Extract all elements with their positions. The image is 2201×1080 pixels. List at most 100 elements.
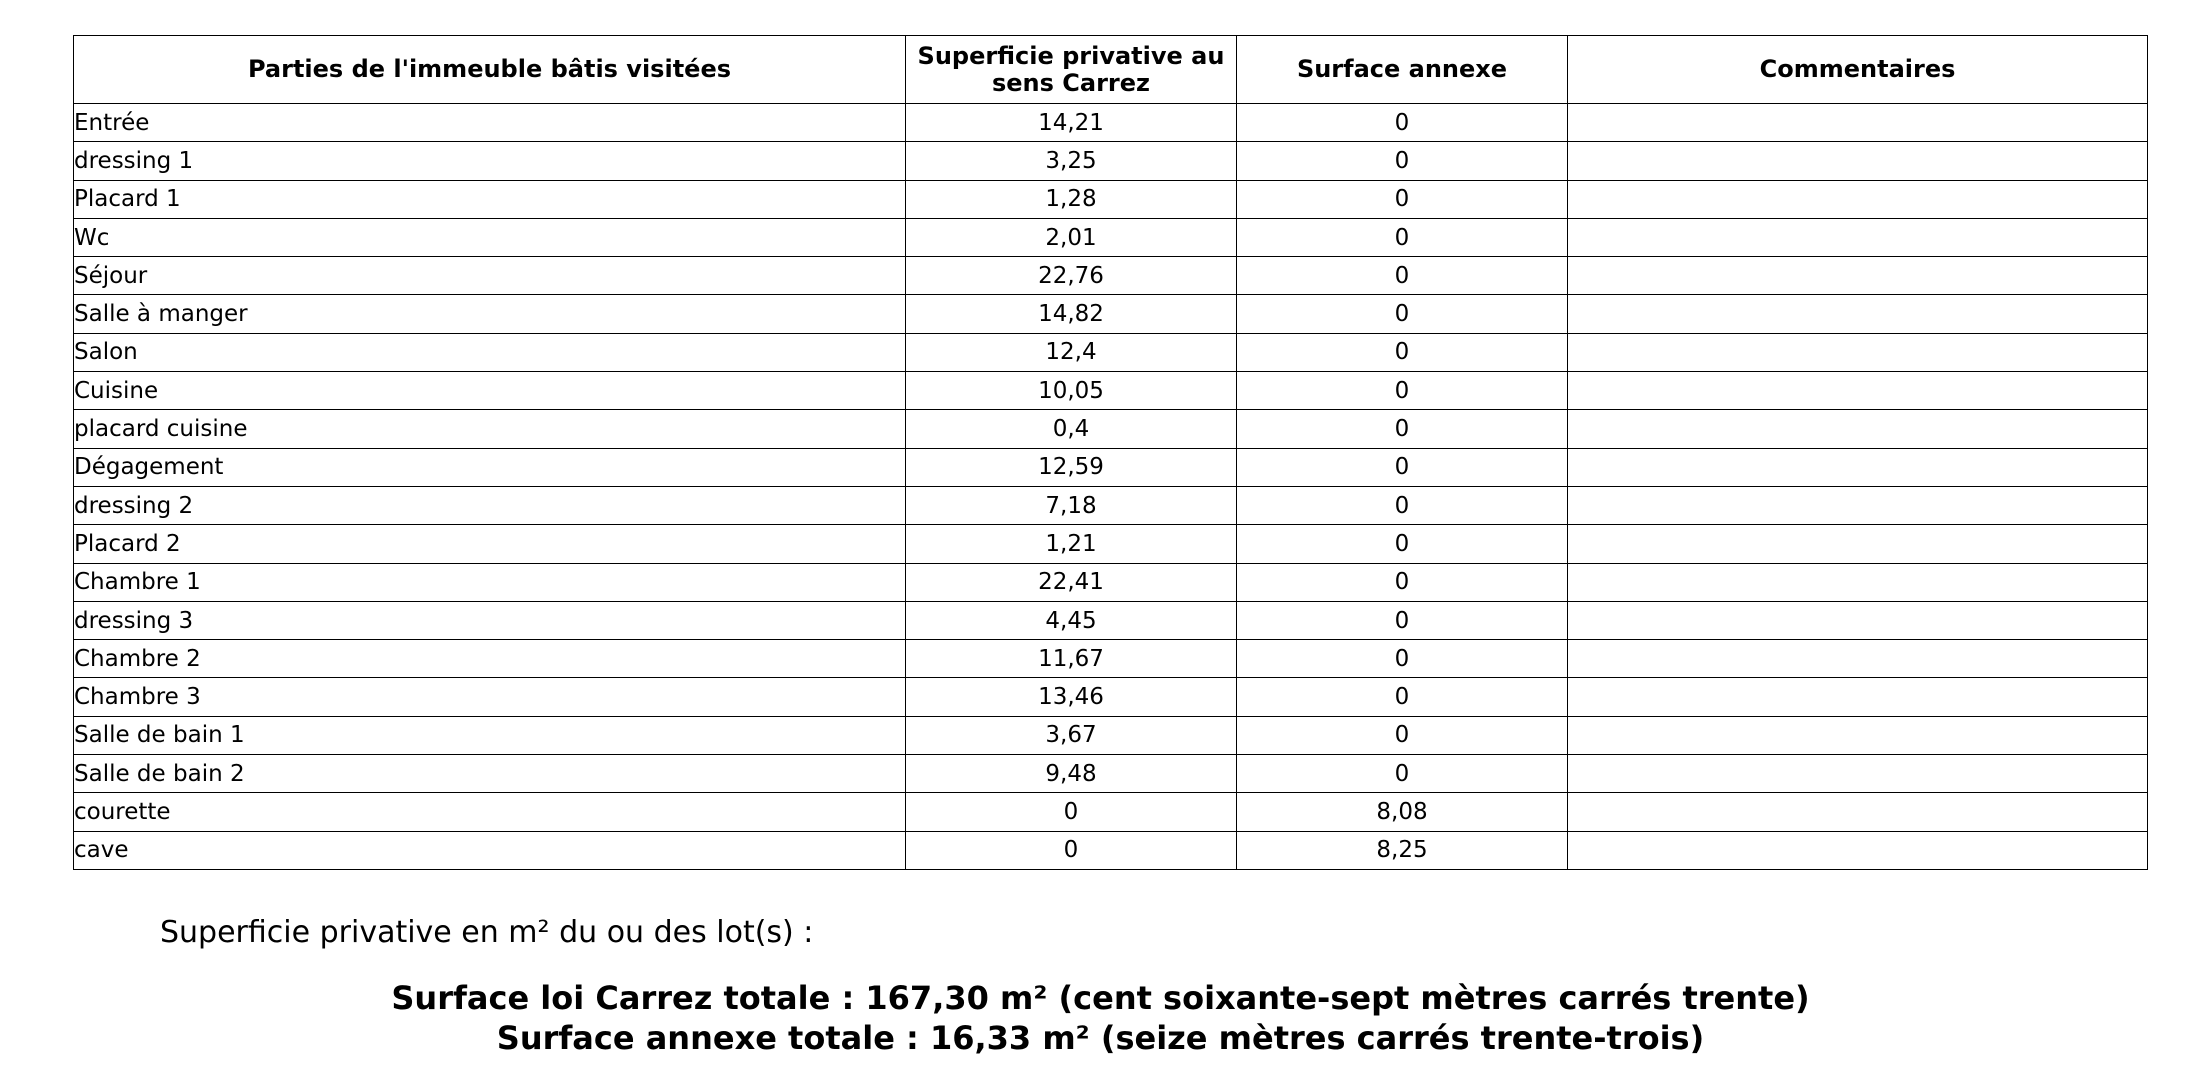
cell-commentaire	[1567, 754, 2148, 794]
table-row: Salle de bain 2 9,48 0	[73, 754, 2148, 794]
table-row: dressing 2 7,18 0	[73, 485, 2148, 526]
header-commentaires: Commentaires	[1567, 35, 2148, 104]
cell-piece: Salle de bain 1	[73, 715, 906, 756]
cell-piece: Séjour	[73, 256, 906, 296]
cell-carrez: 14,21	[905, 102, 1237, 143]
total-annexe: Surface annexe totale : 16,33 m² (seize …	[496, 1019, 1705, 1057]
cell-carrez: 3,67	[905, 715, 1237, 756]
cell-carrez: 22,41	[905, 562, 1237, 602]
cell-piece: Chambre 3	[73, 677, 906, 717]
cell-annexe: 0	[1236, 409, 1568, 449]
cell-piece: Entrée	[73, 102, 906, 143]
cell-carrez: 0,4	[905, 409, 1237, 449]
cell-piece: Salle de bain 2	[73, 754, 906, 794]
cell-carrez: 7,18	[905, 485, 1237, 526]
cell-piece: Cuisine	[73, 371, 906, 411]
surfaces-table: Parties de l'immeuble bâtis visitées Sup…	[73, 35, 2148, 870]
table-row: Chambre 1 22,41 0	[73, 562, 2148, 602]
cell-annexe: 0	[1236, 217, 1568, 258]
cell-carrez: 1,21	[905, 524, 1237, 564]
cell-annexe: 0	[1236, 256, 1568, 296]
cell-annexe: 0	[1236, 754, 1568, 794]
cell-carrez: 1,28	[905, 179, 1237, 219]
table-row: placard cuisine 0,4 0	[73, 409, 2148, 449]
cell-commentaire	[1567, 217, 2148, 258]
cell-piece: Salon	[73, 332, 906, 373]
cell-commentaire	[1567, 409, 2148, 449]
cell-annexe: 0	[1236, 447, 1568, 487]
cell-annexe: 8,08	[1236, 792, 1568, 832]
table-row: Placard 1 1,28 0	[73, 179, 2148, 219]
cell-annexe: 0	[1236, 332, 1568, 373]
cell-carrez: 0	[905, 792, 1237, 832]
totals-block: Surface loi Carrez totale : 167,30 m² (c…	[0, 978, 2201, 1058]
cell-piece: Placard 1	[73, 179, 906, 219]
cell-carrez: 10,05	[905, 371, 1237, 411]
table-row: dressing 1 3,25 0	[73, 141, 2148, 181]
cell-piece: Chambre 2	[73, 639, 906, 679]
table-row: Salon 12,4 0	[73, 332, 2148, 373]
cell-piece: dressing 1	[73, 141, 906, 181]
cell-commentaire	[1567, 371, 2148, 411]
cell-piece: dressing 3	[73, 600, 906, 641]
cell-annexe: 0	[1236, 141, 1568, 181]
table-row: Chambre 3 13,46 0	[73, 677, 2148, 717]
cell-annexe: 0	[1236, 600, 1568, 641]
cell-commentaire	[1567, 830, 2148, 870]
cell-piece: Wc	[73, 217, 906, 258]
cell-carrez: 9,48	[905, 754, 1237, 794]
cell-piece: placard cuisine	[73, 409, 906, 449]
cell-commentaire	[1567, 102, 2148, 143]
cell-annexe: 0	[1236, 639, 1568, 679]
table-row: Séjour 22,76 0	[73, 256, 2148, 296]
cell-commentaire	[1567, 179, 2148, 219]
cell-commentaire	[1567, 715, 2148, 756]
cell-carrez: 22,76	[905, 256, 1237, 296]
table-row: courette 0 8,08	[73, 792, 2148, 832]
cell-carrez: 3,25	[905, 141, 1237, 181]
cell-annexe: 0	[1236, 485, 1568, 526]
cell-annexe: 0	[1236, 179, 1568, 219]
cell-commentaire	[1567, 294, 2148, 334]
cell-carrez: 12,4	[905, 332, 1237, 373]
table-row: Salle à manger 14,82 0	[73, 294, 2148, 334]
table-header-row: Parties de l'immeuble bâtis visitées Sup…	[73, 35, 2148, 104]
cell-commentaire	[1567, 332, 2148, 373]
cell-commentaire	[1567, 792, 2148, 832]
cell-annexe: 0	[1236, 294, 1568, 334]
cell-carrez: 14,82	[905, 294, 1237, 334]
cell-commentaire	[1567, 485, 2148, 526]
cell-annexe: 8,25	[1236, 830, 1568, 870]
cell-piece: courette	[73, 792, 906, 832]
table-row: cave 0 8,25	[73, 830, 2148, 870]
table-row: dressing 3 4,45 0	[73, 600, 2148, 641]
cell-carrez: 0	[905, 830, 1237, 870]
cell-annexe: 0	[1236, 715, 1568, 756]
table-row: Placard 2 1,21 0	[73, 524, 2148, 564]
header-piece: Parties de l'immeuble bâtis visitées	[73, 35, 906, 104]
total-carrez: Surface loi Carrez totale : 167,30 m² (c…	[391, 979, 1810, 1017]
cell-commentaire	[1567, 141, 2148, 181]
cell-annexe: 0	[1236, 102, 1568, 143]
cell-commentaire	[1567, 524, 2148, 564]
cell-carrez: 11,67	[905, 639, 1237, 679]
cell-piece: Placard 2	[73, 524, 906, 564]
summary-intro: Superficie privative en m² du ou des lot…	[160, 915, 814, 950]
cell-annexe: 0	[1236, 562, 1568, 602]
table-row: Chambre 2 11,67 0	[73, 639, 2148, 679]
cell-piece: Salle à manger	[73, 294, 906, 334]
table-row: Salle de bain 1 3,67 0	[73, 715, 2148, 756]
cell-annexe: 0	[1236, 677, 1568, 717]
cell-carrez: 12,59	[905, 447, 1237, 487]
header-annexe: Surface annexe	[1236, 35, 1568, 104]
cell-annexe: 0	[1236, 524, 1568, 564]
cell-commentaire	[1567, 256, 2148, 296]
header-carrez: Superficie privative au sens Carrez	[905, 35, 1237, 104]
cell-commentaire	[1567, 639, 2148, 679]
cell-commentaire	[1567, 677, 2148, 717]
cell-piece: dressing 2	[73, 485, 906, 526]
cell-commentaire	[1567, 447, 2148, 487]
cell-piece: cave	[73, 830, 906, 870]
cell-annexe: 0	[1236, 371, 1568, 411]
cell-piece: Chambre 1	[73, 562, 906, 602]
